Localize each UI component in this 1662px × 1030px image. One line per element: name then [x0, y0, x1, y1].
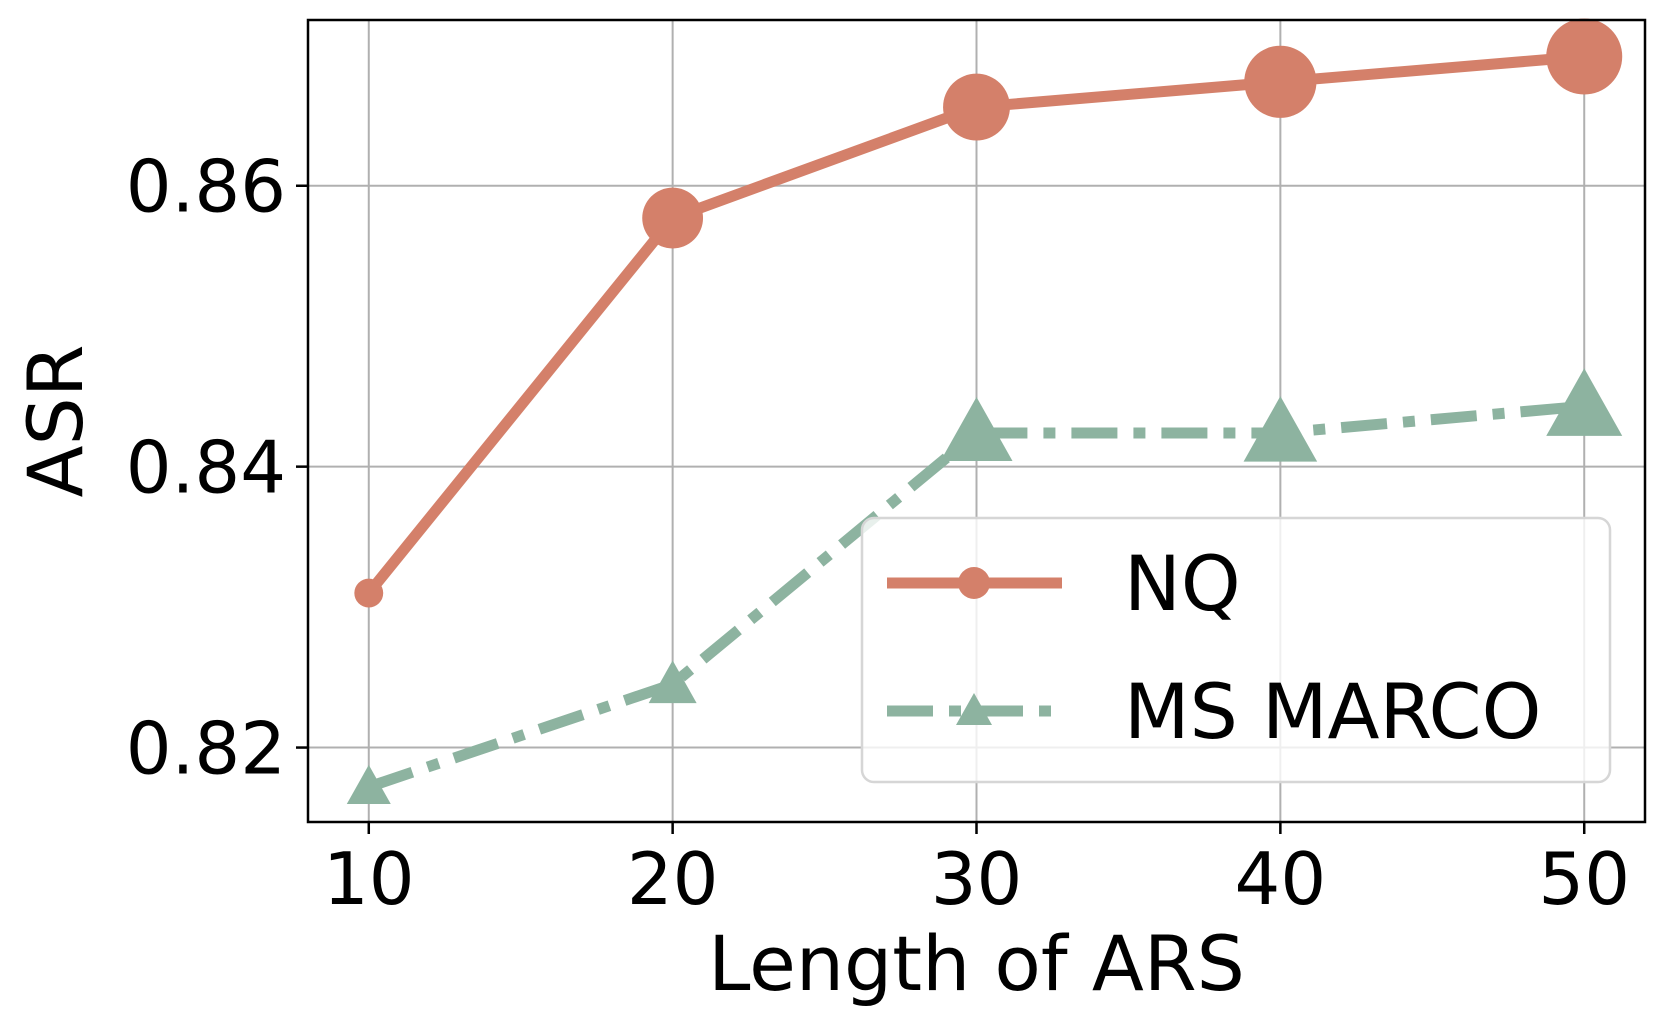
- series-ms-marco: [346, 368, 1623, 805]
- series-line: [367, 400, 1585, 793]
- legend-marker: [956, 693, 992, 726]
- data-point: [1243, 396, 1318, 462]
- legend-entries: NQ MS MARCO: [887, 539, 1541, 756]
- data-point: [648, 660, 697, 704]
- legend-entry: NQ: [887, 539, 1241, 628]
- data-point: [1546, 368, 1623, 436]
- x-tick-label: 10: [323, 837, 415, 921]
- legend: NQ MS MARCO: [860, 516, 1612, 784]
- x-tick-label: 50: [1538, 837, 1630, 921]
- axis-ticks: 10 20 30 40 50 0.82 0.84 0.86: [126, 145, 1630, 921]
- legend-label: NQ: [1124, 539, 1241, 628]
- series-nq: [354, 18, 1623, 608]
- y-tick-label: 0.86: [126, 145, 286, 229]
- plot-frame: [306, 18, 1647, 824]
- x-tick-label: 20: [627, 837, 719, 921]
- x-tick-label: 40: [1235, 837, 1327, 921]
- legend-marker: [958, 567, 990, 599]
- data-point: [1546, 18, 1623, 95]
- data-point: [642, 187, 704, 249]
- legend-label: MS MARCO: [1124, 667, 1541, 756]
- data-point: [1244, 45, 1317, 118]
- y-tick-label: 0.84: [126, 426, 286, 510]
- data-point: [354, 578, 384, 608]
- x-tick-label: 30: [931, 837, 1023, 921]
- series-layer: [346, 18, 1623, 805]
- x-axis-label: Length of ARS: [708, 919, 1245, 1008]
- y-axis-label: ASR: [11, 344, 100, 497]
- y-tick-label: 0.82: [126, 707, 286, 791]
- data-point: [940, 396, 1013, 462]
- legend-entry: MS MARCO: [887, 667, 1541, 756]
- data-point: [943, 73, 1010, 141]
- data-point: [346, 764, 391, 805]
